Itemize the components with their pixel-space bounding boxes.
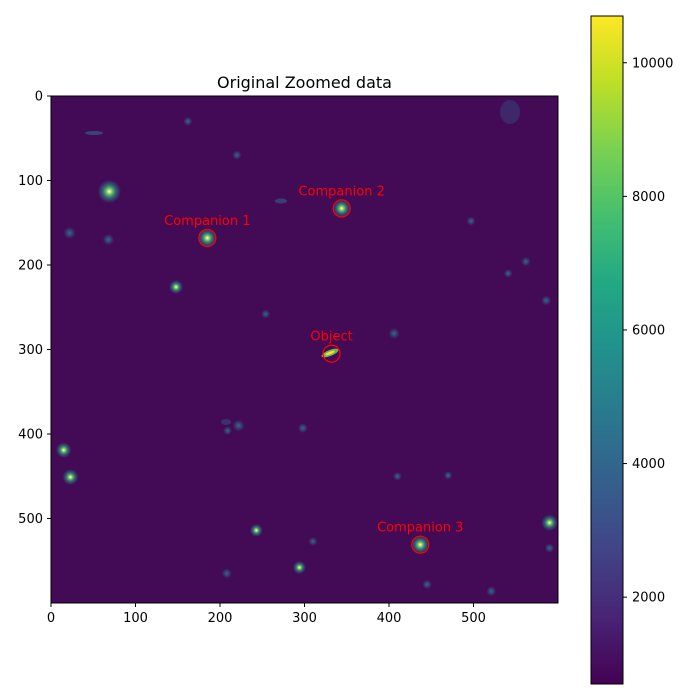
annotation-label: Companion 1 (164, 214, 250, 229)
y-tick-label: 0 (35, 90, 43, 105)
x-tick-label: 100 (123, 611, 148, 626)
annotation-label: Object (310, 330, 352, 345)
annotations-layer: Companion 1 Companion 2 Object Companion 3 (164, 184, 463, 554)
source-point (541, 295, 552, 306)
colorbar-tick-label: 4000 (632, 457, 665, 472)
source-point (221, 568, 232, 579)
x-tick-label: 400 (377, 611, 402, 626)
source-point (544, 543, 555, 553)
annotation-label: Companion 2 (298, 184, 384, 199)
y-axis: 0 100 200 300 400 500 (18, 90, 51, 527)
y-tick-label: 300 (18, 343, 43, 358)
source-point (102, 234, 115, 246)
x-tick-label: 0 (47, 611, 55, 626)
y-tick-label: 400 (18, 428, 43, 443)
annotation-circle (322, 344, 341, 363)
source-point (55, 442, 72, 458)
x-axis: 0 100 200 300 400 500 (47, 603, 486, 626)
annotation-label: Companion 3 (377, 521, 463, 536)
source-point (63, 226, 76, 239)
source-point (249, 523, 263, 537)
x-tick-label: 200 (208, 611, 233, 626)
colorbar-gradient (590, 15, 624, 685)
colorbar-tick-label: 10000 (632, 56, 673, 71)
source-point (308, 536, 318, 546)
source-point (422, 579, 432, 590)
source-point (292, 560, 306, 575)
colorbar-tick-label: 6000 (632, 323, 665, 338)
object-streak-core (325, 350, 335, 356)
y-tick-label: 200 (18, 259, 43, 274)
source-point (197, 228, 217, 248)
source-point (332, 199, 351, 218)
source-point (97, 179, 121, 204)
galaxy-smudge (85, 131, 103, 135)
source-point (232, 150, 242, 160)
source-point (503, 269, 513, 278)
source-point (410, 535, 430, 555)
source-point (62, 469, 79, 485)
annotation-circle (332, 199, 351, 218)
galaxy-smudge (221, 419, 231, 425)
galaxy-smudge (275, 198, 287, 204)
source-point (393, 471, 402, 481)
y-tick-label: 500 (18, 512, 43, 527)
x-tick-label: 300 (292, 611, 317, 626)
source-point (486, 586, 497, 597)
colorbar: 2000 4000 6000 8000 10000 (590, 15, 673, 685)
sources-layer (55, 116, 558, 597)
source-point (297, 423, 308, 433)
colorbar-tick-label: 2000 (632, 591, 665, 606)
y-tick-label: 100 (18, 174, 43, 189)
annotation-circle (411, 535, 430, 554)
source-point (388, 328, 400, 339)
source-point (466, 216, 476, 226)
source-point (232, 419, 245, 432)
source-point (521, 256, 531, 267)
source-point (541, 514, 558, 531)
source-point (261, 309, 271, 319)
source-point (443, 471, 453, 480)
colorbar-tick-label: 8000 (632, 190, 665, 205)
source-point (183, 116, 193, 126)
galaxy-smudge (500, 100, 520, 124)
chart-title: Original Zoomed data (217, 73, 392, 92)
annotation-circle (198, 228, 217, 248)
plot-area (51, 96, 558, 603)
x-tick-label: 500 (461, 611, 486, 626)
source-point (223, 426, 233, 436)
image-background (51, 96, 558, 603)
extended-objects (85, 100, 520, 425)
source-point (169, 280, 183, 294)
